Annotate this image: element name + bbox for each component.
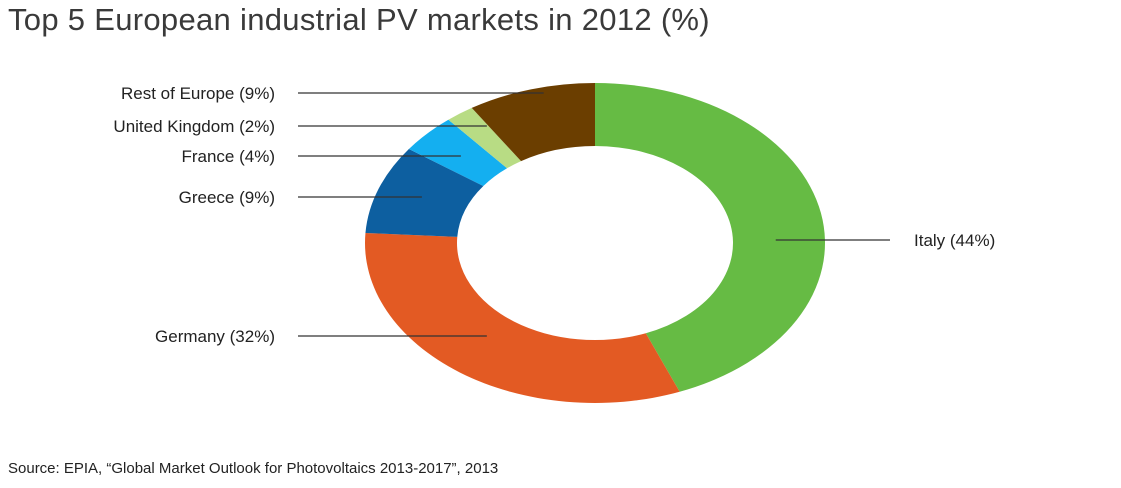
slice-label: Rest of Europe (9%): [121, 84, 275, 103]
slices-group: [364, 83, 825, 404]
slice-france: [408, 119, 508, 186]
slice-united-kingdom: [448, 107, 522, 169]
slice-label: Greece (9%): [179, 188, 275, 207]
slice-rest-of-europe: [471, 83, 595, 162]
slice-greece: [365, 148, 484, 237]
chart-title: Top 5 European industrial PV markets in …: [8, 2, 710, 37]
slice-label: Germany (32%): [155, 327, 275, 346]
slice-germany: [364, 232, 680, 404]
slice-label: Italy (44%): [914, 231, 995, 250]
labels-group: Italy (44%) Germany (32%) Greece (9%) Franc…: [113, 84, 995, 346]
leaders-group: [298, 92, 890, 337]
slice-label: France (4%): [181, 147, 275, 166]
slice-italy: [595, 83, 825, 392]
source-note: Source: EPIA, “Global Market Outlook for…: [8, 460, 499, 477]
slice-label: United Kingdom (2%): [113, 117, 275, 136]
